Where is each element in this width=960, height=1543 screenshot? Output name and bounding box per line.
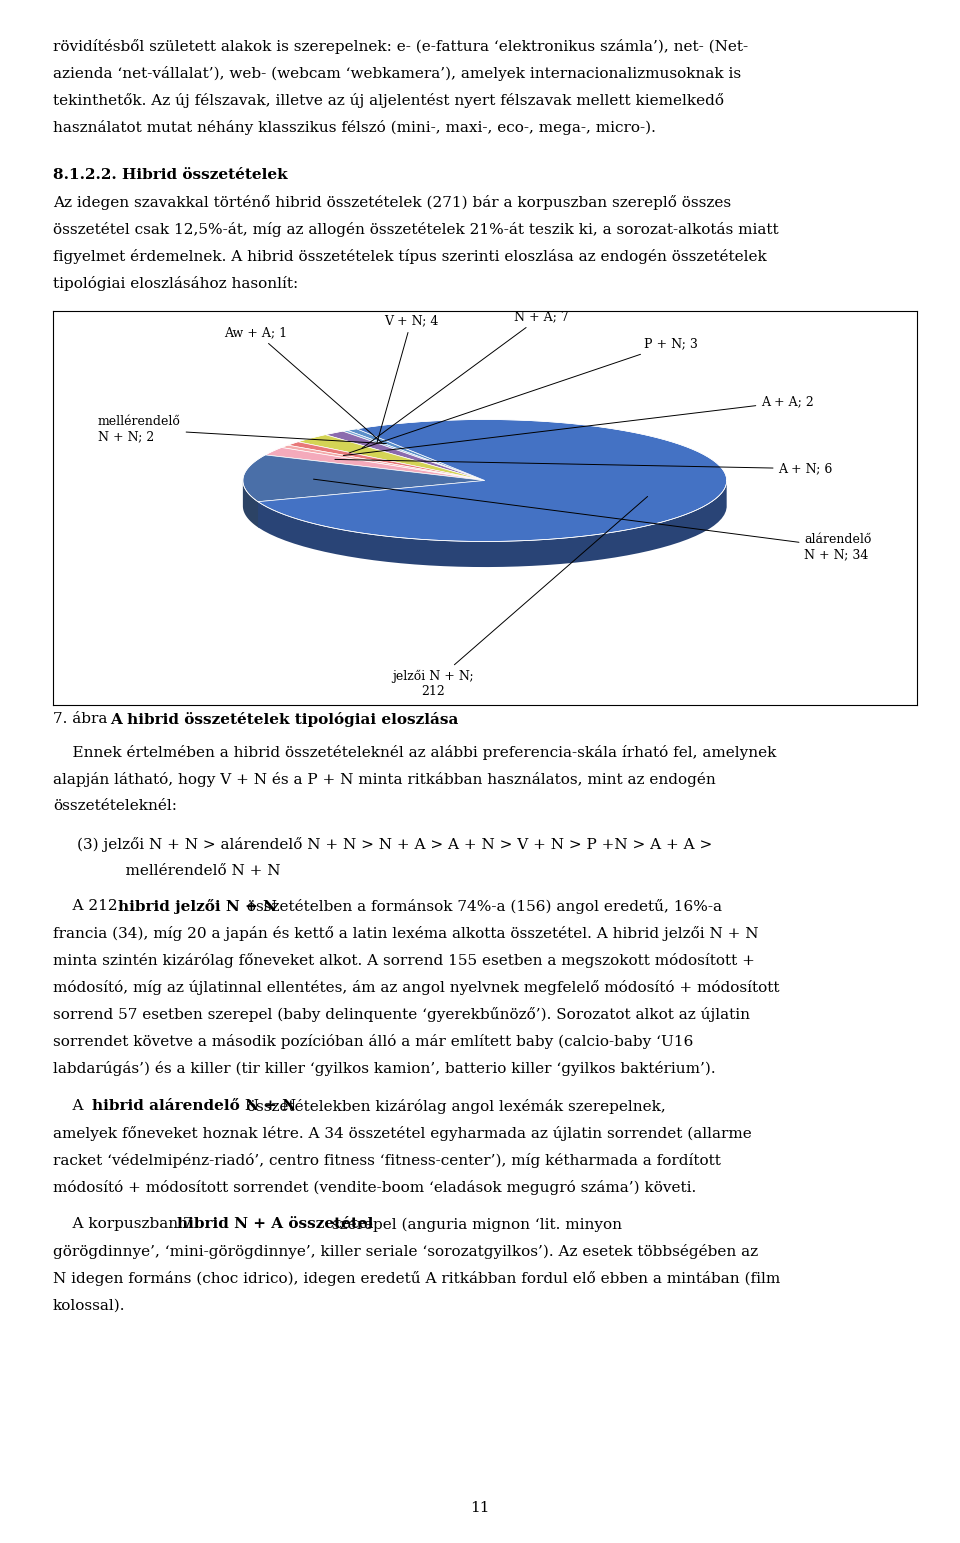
Text: 7. ábra: 7. ábra xyxy=(53,713,112,727)
Polygon shape xyxy=(265,447,485,480)
Text: labdarúgás’) és a killer (tir killer ‘gyilkos kamion’, batterio killer ‘gyilkos : labdarúgás’) és a killer (tir killer ‘gy… xyxy=(53,1060,715,1075)
Text: rövidítésből született alakok is szerepelnek: e- (e-fattura ‘elektronikus számla: rövidítésből született alakok is szerepe… xyxy=(53,39,748,54)
Polygon shape xyxy=(258,480,485,528)
Text: használatot mutat néhány klasszikus félszó (mini-, maxi-, eco-, mega-, micro-).: használatot mutat néhány klasszikus féls… xyxy=(53,119,656,134)
Text: tipológiai eloszlásához hasonlít:: tipológiai eloszlásához hasonlít: xyxy=(53,276,298,292)
Text: V + N; 4: V + N; 4 xyxy=(376,315,439,443)
Text: racket ‘védelmipénz-riadó’, centro fitness ‘fitness-center’), míg kétharmada a f: racket ‘védelmipénz-riadó’, centro fitne… xyxy=(53,1153,721,1168)
Text: N idegen formáns (choc idrico), idegen eredetű A ritkábban fordul elő ebben a mi: N idegen formáns (choc idrico), idegen e… xyxy=(53,1271,780,1287)
Text: N + A; 7: N + A; 7 xyxy=(362,310,568,449)
Text: P + N; 3: P + N; 3 xyxy=(349,338,698,454)
Text: azienda ‘net-vállalat’), web- (webcam ‘webkamera’), amelyek internacionalizmusok: azienda ‘net-vállalat’), web- (webcam ‘w… xyxy=(53,65,741,80)
Text: kolossal).: kolossal). xyxy=(53,1298,126,1313)
Text: hibrid jelzői N + N: hibrid jelzői N + N xyxy=(118,898,276,913)
Text: A hibrid összetételek tipológiai eloszlása: A hibrid összetételek tipológiai eloszlá… xyxy=(110,713,459,727)
Text: módosító, míg az újlatinnal ellentétes, ám az angol nyelvnek megfelelő módosító : módosító, míg az újlatinnal ellentétes, … xyxy=(53,980,780,995)
Text: amelyek főneveket hoznak létre. A 34 összetétel egyharmada az újlatin sorrendet : amelyek főneveket hoznak létre. A 34 öss… xyxy=(53,1125,752,1140)
Text: A: A xyxy=(53,1099,88,1113)
Polygon shape xyxy=(258,481,727,566)
Text: A 212: A 212 xyxy=(53,898,122,913)
Text: hibrid alárendelő N + N: hibrid alárendelő N + N xyxy=(92,1099,296,1113)
Text: módosító + módosított sorrendet (vendite-boom ‘eladások megugró száma’) követi.: módosító + módosított sorrendet (vendite… xyxy=(53,1179,696,1194)
Text: Ennek értelmében a hibrid összetételeknél az alábbi preferencia-skála írható fel: Ennek értelmében a hibrid összetételekné… xyxy=(53,745,777,759)
Text: szerepel (anguria mignon ‘lit. minyon: szerepel (anguria mignon ‘lit. minyon xyxy=(327,1217,622,1231)
Text: jelzői N + N;
212: jelzői N + N; 212 xyxy=(392,497,648,697)
Text: hibrid N + A összetétel: hibrid N + A összetétel xyxy=(177,1217,373,1231)
Text: összetételben a formánsok 74%-a (156) angol eredetű, 16%-a: összetételben a formánsok 74%-a (156) an… xyxy=(242,898,722,913)
Text: A + A; 2: A + A; 2 xyxy=(344,395,814,455)
Polygon shape xyxy=(258,480,485,528)
Text: mellérendelő N + N: mellérendelő N + N xyxy=(106,864,280,878)
Text: alapján látható, hogy V + N és a P + N minta ritkábban használatos, mint az endo: alapján látható, hogy V + N és a P + N m… xyxy=(53,772,715,787)
Text: tekinthetők. Az új félszavak, illetve az új aljelentést nyert félszavak mellett : tekinthetők. Az új félszavak, illetve az… xyxy=(53,93,724,108)
Text: alárendelő
N + N; 34: alárendelő N + N; 34 xyxy=(314,480,872,562)
Text: Aw + A; 1: Aw + A; 1 xyxy=(225,326,382,443)
Polygon shape xyxy=(343,430,485,480)
Text: görögdinnye’, ‘mini-görögdinnye’, killer seriale ‘sorozatgyilkos’). Az esetek tö: görögdinnye’, ‘mini-görögdinnye’, killer… xyxy=(53,1244,758,1259)
Polygon shape xyxy=(243,455,485,501)
Polygon shape xyxy=(298,435,485,480)
Text: 11: 11 xyxy=(470,1501,490,1515)
Polygon shape xyxy=(348,429,485,480)
Text: minta szintén kizárólag főneveket alkot. A sorrend 155 esetben a megszokott módo: minta szintén kizárólag főneveket alkot.… xyxy=(53,952,755,967)
Text: összetétel csak 12,5%-át, míg az allogén összetételek 21%-át teszik ki, a soroza: összetétel csak 12,5%-át, míg az allogén… xyxy=(53,222,779,238)
Text: sorrend 57 esetben szerepel (baby delinquente ‘gyerekbűnöző’). Sorozatot alkot a: sorrend 57 esetben szerepel (baby delinq… xyxy=(53,1006,750,1021)
Text: francia (34), míg 20 a japán és kettő a latin lexéma alkotta összetétel. A hibri: francia (34), míg 20 a japán és kettő a … xyxy=(53,926,758,941)
Text: összetételeknél:: összetételeknél: xyxy=(53,799,177,813)
Text: A + N; 6: A + N; 6 xyxy=(335,460,833,475)
Polygon shape xyxy=(243,480,258,528)
Polygon shape xyxy=(325,430,485,480)
Polygon shape xyxy=(281,444,485,480)
Text: 8.1.2.2. Hibrid összetételek: 8.1.2.2. Hibrid összetételek xyxy=(53,168,287,182)
Polygon shape xyxy=(288,441,485,480)
Text: A korpuszban 7: A korpuszban 7 xyxy=(53,1217,198,1231)
Text: összetételekben kizárólag angol lexémák szerepelnek,: összetételekben kizárólag angol lexémák … xyxy=(242,1099,666,1114)
Text: mellérendelő
N + N; 2: mellérendelő N + N; 2 xyxy=(98,415,386,444)
Text: (3) jelzői N + N > alárendelő N + N > N + A > A + N > V + N > P +N > A + A >: (3) jelzői N + N > alárendelő N + N > N … xyxy=(77,836,712,852)
Text: figyelmet érdemelnek. A hibrid összetételek típus szerinti eloszlása az endogén : figyelmet érdemelnek. A hibrid összetéte… xyxy=(53,248,766,264)
Text: sorrendet követve a második pozícióban álló a már említett baby (calcio-baby ‘U1: sorrendet követve a második pozícióban á… xyxy=(53,1034,693,1049)
Polygon shape xyxy=(258,420,727,542)
Text: Az idegen szavakkal történő hibrid összetételek (271) bár a korpuszban szereplő : Az idegen szavakkal történő hibrid össze… xyxy=(53,194,731,210)
